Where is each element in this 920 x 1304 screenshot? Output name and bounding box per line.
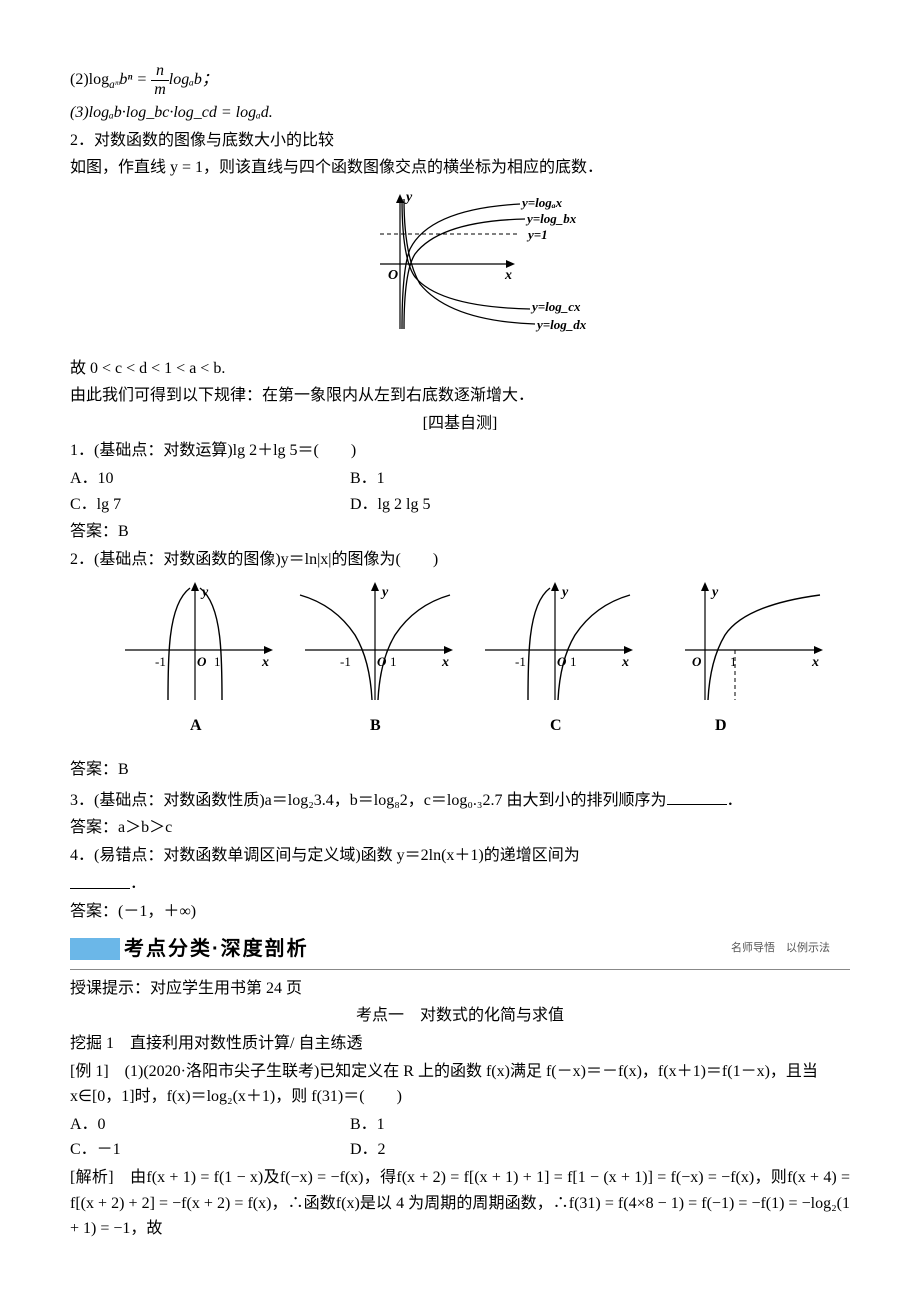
svg-text:y: y xyxy=(200,585,209,600)
q2-choice-graphs: y x O -1 1 A y x O -1 1 B y x O -1 1 C xyxy=(70,580,850,749)
svg-text:x: x xyxy=(621,655,629,670)
heading-log-graph-base: 2．对数函数的图像与底数大小的比较 xyxy=(70,128,850,154)
svg-text:x: x xyxy=(261,655,269,670)
ex1-choice-C: C．－1 xyxy=(70,1137,350,1163)
q2-stem: 2．(基础点：对数函数的图像)y＝ln|x|的图像为( ) xyxy=(70,547,850,573)
ex1-choices-row2: C．－1 D．2 xyxy=(70,1137,850,1163)
fraction-n-over-m: nm xyxy=(151,62,169,98)
q1-choice-A: A．10 xyxy=(70,466,350,492)
example-1-stem: [例 1] (1)(2020·洛阳市尖子生联考)已知定义在 R 上的函数 f(x… xyxy=(70,1059,850,1110)
q1-choice-B: B．1 xyxy=(350,466,850,492)
q3-answer: 答案：a＞b＞c xyxy=(70,815,850,841)
q1-choices-row2: C．lg 7 D．lg 2 lg 5 xyxy=(70,492,850,518)
svg-text:B: B xyxy=(370,717,381,734)
q3-blank xyxy=(667,785,727,805)
subheading-four-basics: [四基自测] xyxy=(70,411,850,437)
inequality-line: 故 0 < c < d < 1 < a < b. xyxy=(70,356,850,382)
svg-text:-1: -1 xyxy=(340,654,351,669)
svg-text:D: D xyxy=(715,717,727,734)
svg-text:-1: -1 xyxy=(155,654,166,669)
section-header: 考点分类·深度剖析 名师导悟 以例示法 xyxy=(70,933,850,965)
q3-stem: 3．(基础点：对数函数性质)a＝log₂3.4，b＝log₈2，c＝log₀.₃… xyxy=(70,785,850,814)
svg-text:y: y xyxy=(710,585,719,600)
svg-text:1: 1 xyxy=(214,654,221,669)
log-curves-graph: y x O y=logₐx y=log_bx y=1 y=log_cx y=lo… xyxy=(70,189,850,348)
svg-text:y: y xyxy=(560,585,569,600)
q2-answer: 答案：B xyxy=(70,757,850,783)
svg-text:y=1: y=1 xyxy=(526,227,548,242)
q4-blank xyxy=(70,868,130,888)
svg-text:y=log_dx: y=log_dx xyxy=(535,317,587,332)
kaodian-1: 考点一 对数式的化简与求值 xyxy=(70,1003,850,1029)
formula-2: (2)logaᵐbⁿ = nmlogₐb； xyxy=(70,62,850,98)
teach-note: 授课提示：对应学生用书第 24 页 xyxy=(70,976,850,1002)
q1-choices-row1: A．10 B．1 xyxy=(70,466,850,492)
section-color-box xyxy=(70,938,120,960)
ex1-choice-D: D．2 xyxy=(350,1137,850,1163)
rule-line: 由此我们可得到以下规律：在第一象限内从左到右底数逐渐增大． xyxy=(70,383,850,409)
q1-choice-D: D．lg 2 lg 5 xyxy=(350,492,850,518)
example-1-analysis: [解析] 由f(x + 1) = f(1 − x)及f(−x) = −f(x)，… xyxy=(70,1165,850,1242)
svg-text:A: A xyxy=(190,717,202,734)
section-subtitle: 名师导悟 以例示法 xyxy=(731,940,830,958)
axis-y-label: y xyxy=(404,190,413,205)
section-rule xyxy=(70,969,850,970)
svg-text:x: x xyxy=(441,655,449,670)
svg-text:x: x xyxy=(811,655,819,670)
wajue-1: 挖掘 1 直接利用对数性质计算/ 自主练透 xyxy=(70,1031,850,1057)
svg-text:1: 1 xyxy=(570,654,577,669)
svg-text:y=log_cx: y=log_cx xyxy=(530,299,581,314)
ex1-choice-A: A．0 xyxy=(70,1112,350,1138)
svg-text:1: 1 xyxy=(730,654,737,669)
svg-text:C: C xyxy=(550,717,562,734)
para-graph-intro: 如图，作直线 y = 1，则该直线与四个函数图像交点的横坐标为相应的底数． xyxy=(70,155,850,181)
origin-label: O xyxy=(388,268,398,283)
svg-text:y: y xyxy=(380,585,389,600)
ex1-choice-B: B．1 xyxy=(350,1112,850,1138)
q4-answer: 答案：(－1，＋∞) xyxy=(70,899,850,925)
q4-stem: 4．(易错点：对数函数单调区间与定义域)函数 y＝2ln(x＋1)的递增区间为． xyxy=(70,843,850,897)
svg-text:1: 1 xyxy=(390,654,397,669)
formula-2-prefix: (2)log xyxy=(70,71,109,88)
svg-text:y=logₐx: y=logₐx xyxy=(520,195,563,210)
q1-stem: 1．(基础点：对数运算)lg 2＋lg 5＝( ) xyxy=(70,438,850,464)
svg-text:-1: -1 xyxy=(515,654,526,669)
q1-answer: 答案：B xyxy=(70,519,850,545)
svg-text:O: O xyxy=(197,654,207,669)
section-title: 考点分类·深度剖析 xyxy=(124,933,309,965)
q1-choice-C: C．lg 7 xyxy=(70,492,350,518)
axis-x-label: x xyxy=(504,268,512,283)
svg-text:O: O xyxy=(377,654,387,669)
svg-text:y=log_bx: y=log_bx xyxy=(525,211,577,226)
svg-text:O: O xyxy=(692,654,702,669)
svg-text:O: O xyxy=(557,654,567,669)
formula-3: (3)logₐb·log_bc·log_cd = logₐd. xyxy=(70,100,850,126)
ex1-choices-row1: A．0 B．1 xyxy=(70,1112,850,1138)
